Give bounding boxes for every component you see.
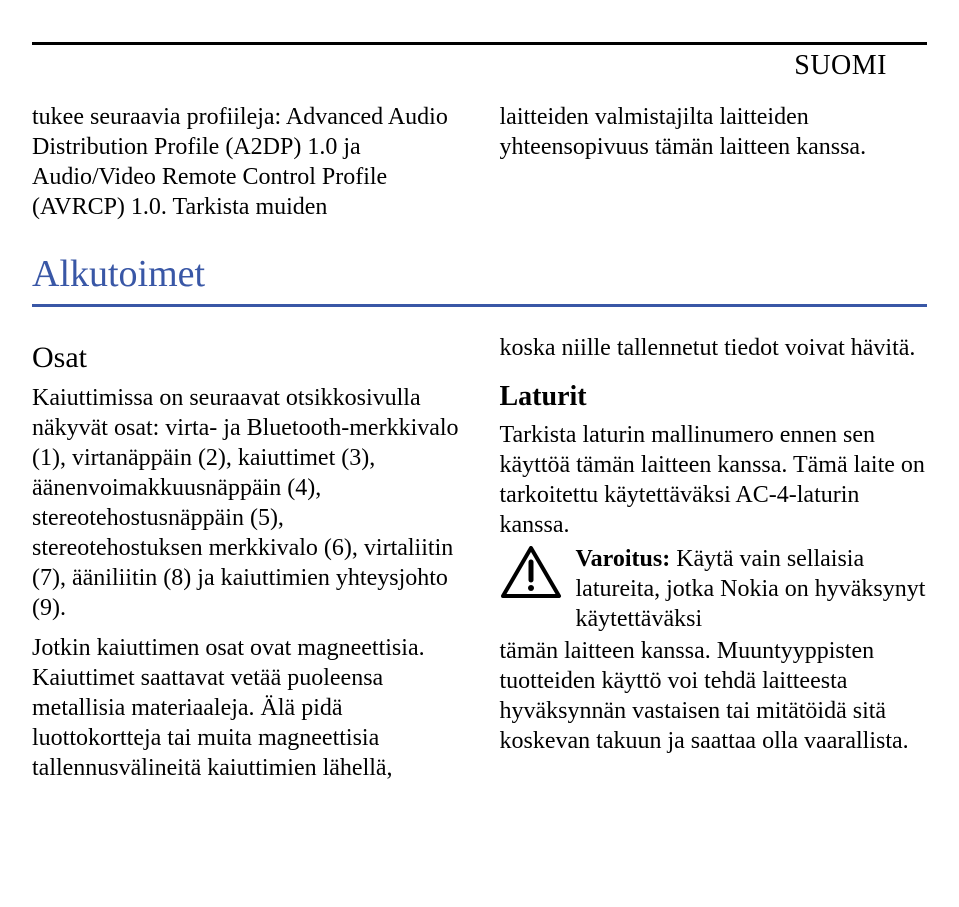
intro-columns: tukee seuraavia profiileja: Advanced Aud… bbox=[32, 102, 927, 224]
warning-rest-text: tämän laitteen kanssa. Muuntyyppisten tu… bbox=[500, 636, 928, 756]
laturit-heading: Laturit bbox=[500, 379, 928, 414]
body-columns: Osat Kaiuttimissa on seuraavat otsikkosi… bbox=[32, 333, 927, 785]
laturit-body: Tarkista laturin mallinumero ennen sen k… bbox=[500, 420, 928, 540]
warning-block: Varoitus: Käytä vain sellaisia latureita… bbox=[500, 544, 928, 636]
intro-right-text: laitteiden valmistajilta laitteiden yhte… bbox=[500, 102, 928, 162]
warning-icon bbox=[500, 546, 562, 608]
warning-bold-label: Varoitus: bbox=[576, 546, 671, 572]
language-label: SUOMI bbox=[794, 50, 887, 82]
intro-left-text: tukee seuraavia profiileja: Advanced Aud… bbox=[32, 102, 460, 222]
header-rule bbox=[32, 42, 927, 45]
section-title: Alkutoimet bbox=[32, 252, 927, 296]
section-rule bbox=[32, 304, 927, 307]
osat-heading: Osat bbox=[32, 339, 460, 377]
warning-lead-text: Varoitus: Käytä vain sellaisia latureita… bbox=[576, 544, 928, 634]
osat-body: Kaiuttimissa on seuraavat otsikkosivulla… bbox=[32, 383, 460, 623]
magnet-body: Jotkin kaiuttimen osat ovat magneettisia… bbox=[32, 633, 460, 783]
magnet-continuation: koska niille tallennetut tiedot voivat h… bbox=[500, 333, 928, 363]
